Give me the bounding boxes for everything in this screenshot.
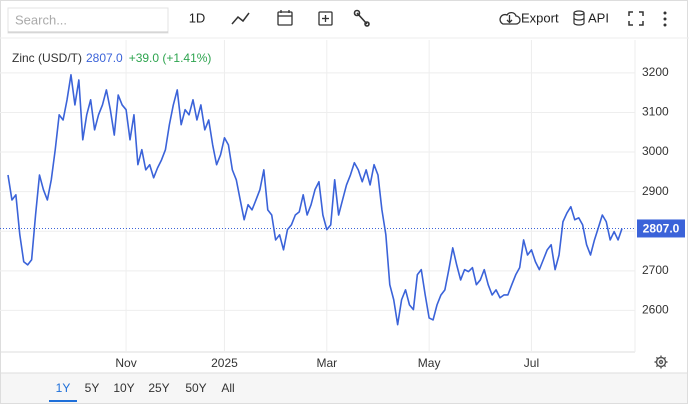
range-button[interactable]: All bbox=[221, 381, 234, 395]
interval-button[interactable]: 1D bbox=[189, 10, 206, 25]
range-button[interactable]: 5Y bbox=[85, 381, 100, 395]
calendar-icon[interactable] bbox=[277, 10, 293, 26]
x-tick-label: May bbox=[418, 356, 441, 370]
price-change: +39.0 (+1.41%) bbox=[129, 51, 212, 65]
current-price-label: 2807.0 bbox=[643, 222, 680, 236]
range-bar bbox=[1, 373, 687, 403]
range-button[interactable]: 50Y bbox=[185, 381, 206, 395]
y-tick-label: 3000 bbox=[642, 144, 669, 158]
compare-icon[interactable] bbox=[318, 11, 333, 26]
range-button[interactable]: 1Y bbox=[56, 381, 71, 395]
toolbar: Search... 1D Export API bbox=[0, 7, 689, 39]
price-line bbox=[7, 74, 623, 326]
settings-icon[interactable] bbox=[654, 355, 668, 369]
x-tick-label: Nov bbox=[115, 356, 136, 370]
current-price: 2807.0 bbox=[86, 51, 123, 65]
search-box[interactable] bbox=[7, 7, 169, 34]
y-tick-label: 2700 bbox=[642, 263, 669, 277]
export-icon[interactable] bbox=[499, 11, 521, 25]
export-button[interactable]: Export bbox=[521, 10, 559, 25]
search-placeholder: Search... bbox=[15, 12, 67, 27]
y-tick-label: 3100 bbox=[642, 105, 669, 119]
fullscreen-icon[interactable] bbox=[628, 11, 644, 26]
range-button[interactable]: 10Y bbox=[113, 381, 134, 395]
x-tick-label: Mar bbox=[316, 356, 337, 370]
menu-icon[interactable] bbox=[663, 11, 667, 27]
api-button[interactable]: API bbox=[588, 10, 609, 25]
y-tick-label: 3200 bbox=[642, 65, 669, 79]
y-tick-label: 2900 bbox=[642, 184, 669, 198]
series-name: Zinc (USD/T) bbox=[12, 51, 82, 65]
x-tick-label: Jul bbox=[524, 356, 539, 370]
current-price-badge bbox=[637, 219, 685, 238]
x-tick-label: 2025 bbox=[211, 356, 238, 370]
tools-icon[interactable] bbox=[353, 9, 370, 27]
api-icon[interactable] bbox=[573, 10, 585, 26]
chart-type-icon[interactable] bbox=[231, 12, 250, 25]
y-tick-label: 2600 bbox=[642, 303, 669, 317]
range-button[interactable]: 25Y bbox=[148, 381, 169, 395]
